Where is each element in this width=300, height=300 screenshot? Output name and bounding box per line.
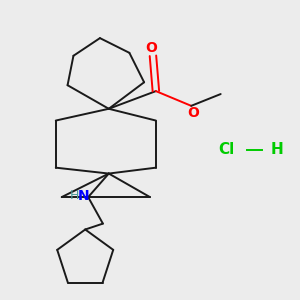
Text: O: O — [146, 41, 158, 56]
Text: H: H — [70, 189, 80, 202]
Text: N: N — [78, 189, 90, 202]
Text: O: O — [187, 106, 199, 120]
Text: H: H — [270, 142, 283, 158]
Text: Cl: Cl — [218, 142, 235, 158]
